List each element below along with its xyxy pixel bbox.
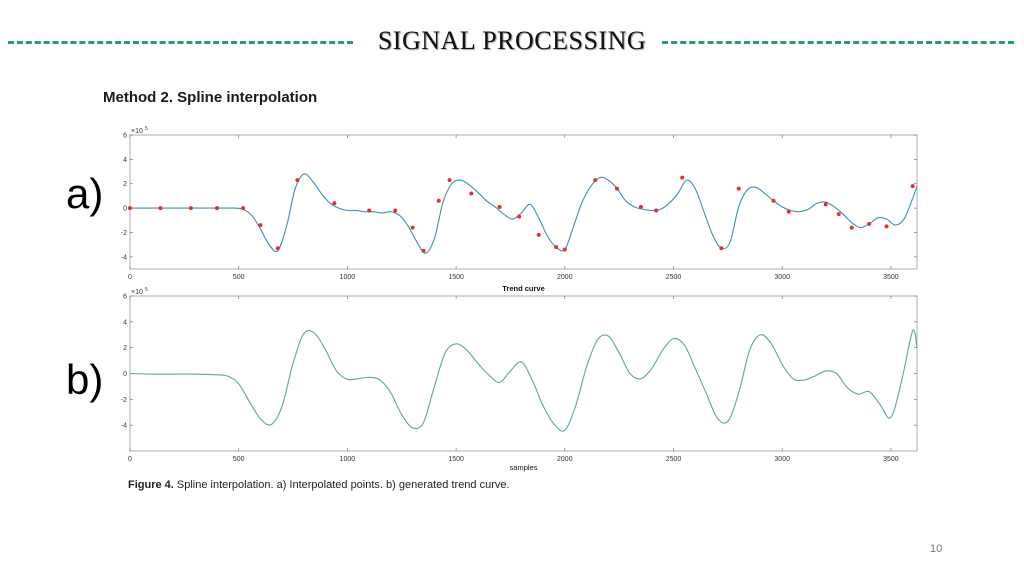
signal-line xyxy=(130,173,918,254)
interpolated-point xyxy=(536,232,541,237)
trend-curve-line xyxy=(129,329,918,432)
y-tick-label: 0 xyxy=(123,371,127,378)
interpolated-point xyxy=(849,225,854,230)
y-tick-label: -4 xyxy=(121,254,127,261)
interpolated-point xyxy=(517,214,522,219)
caption-label: Figure 4. xyxy=(128,479,174,491)
interpolated-point xyxy=(771,198,776,203)
interpolated-point xyxy=(410,225,415,230)
interpolated-point xyxy=(128,206,132,211)
y-tick-label: -2 xyxy=(121,230,127,237)
x-tick-label: 1000 xyxy=(340,456,356,463)
interpolated-point xyxy=(736,186,741,191)
interpolated-point xyxy=(910,184,915,189)
y-tick-label: 4 xyxy=(123,157,127,164)
x-tick-label: 3000 xyxy=(774,456,790,463)
chart-b-trend-curve: 0 500 1000 1500 2000 2500 3000 3500 -4 -2 0 2 4 6 ×10 5… xyxy=(121,287,918,472)
y-tick-label: -2 xyxy=(121,397,127,404)
x-tick-label: 2500 xyxy=(666,274,682,281)
y-tick-label: 0 xyxy=(123,206,127,213)
y-exponent-power: 5 xyxy=(145,126,148,132)
x-axis-label: samples xyxy=(510,463,538,472)
page-number: 10 xyxy=(930,543,943,555)
interpolated-point xyxy=(614,186,619,191)
interpolated-point xyxy=(367,208,372,213)
x-tick-label: 2000 xyxy=(557,274,573,281)
y-tick-label: 4 xyxy=(123,319,127,326)
method-subtitle: Method 2. Spline interpolation xyxy=(103,89,318,106)
y-tick-label: -4 xyxy=(121,423,127,430)
interpolated-point xyxy=(421,248,426,253)
x-tick-label: 1500 xyxy=(448,274,464,281)
interpolated-point xyxy=(654,208,659,213)
caption-text: Spline interpolation. a) Interpolated po… xyxy=(173,479,510,491)
interpolated-point xyxy=(554,245,559,250)
title-dash-left xyxy=(8,41,353,44)
interpolated-point xyxy=(867,221,872,226)
interpolated-point xyxy=(638,204,643,209)
x-tick-label: 0 xyxy=(128,274,132,281)
interpolated-point xyxy=(332,201,337,206)
x-tick-label: 500 xyxy=(233,274,245,281)
x-tick-label: 3500 xyxy=(883,456,899,463)
y-tick-label: 6 xyxy=(123,133,127,140)
y-exponent-power: 5 xyxy=(145,287,148,293)
interpolated-point xyxy=(823,202,828,207)
interpolated-point xyxy=(719,246,724,251)
x-tick-label: 1500 xyxy=(448,456,464,463)
interpolated-point xyxy=(158,206,163,211)
interpolated-point xyxy=(214,206,219,211)
interpolated-point xyxy=(188,206,193,211)
interpolated-point xyxy=(258,223,263,228)
interpolated-point xyxy=(393,208,398,213)
y-tick-label: 6 xyxy=(123,294,127,301)
interpolated-point xyxy=(497,204,502,209)
x-tick-label: 2500 xyxy=(666,456,682,463)
x-tick-label: 3500 xyxy=(883,274,899,281)
y-exponent-label: ×10 xyxy=(131,289,143,296)
x-tick-label: 1000 xyxy=(340,274,356,281)
interpolated-point xyxy=(295,178,300,183)
interpolated-point xyxy=(436,198,441,203)
x-axis-label: Trend curve xyxy=(502,284,545,293)
interpolated-point xyxy=(562,247,567,252)
interpolated-point xyxy=(447,178,452,183)
panel-label-b: b) xyxy=(66,356,104,403)
interpolated-point xyxy=(836,212,841,217)
slide-title: SIGNAL PROCESSING xyxy=(377,26,647,55)
figure-caption: Figure 4. Spline interpolation. a) Inter… xyxy=(128,479,510,491)
panel-label-a: a) xyxy=(66,170,104,217)
x-tick-label: 2000 xyxy=(557,456,573,463)
y-exponent-label: ×10 xyxy=(131,128,143,135)
interpolated-point xyxy=(786,209,791,214)
y-tick-label: 2 xyxy=(123,181,127,188)
plot-frame xyxy=(129,134,918,270)
interpolated-point xyxy=(469,191,474,196)
x-tick-label: 3000 xyxy=(774,274,790,281)
interpolated-point xyxy=(241,206,246,211)
y-tick-label: 2 xyxy=(123,345,127,352)
interpolated-point xyxy=(884,224,889,229)
x-tick-label: 500 xyxy=(233,456,245,463)
interpolated-point xyxy=(275,246,280,251)
interpolated-point xyxy=(593,178,598,183)
x-tick-label: 0 xyxy=(128,456,132,463)
title-dash-right xyxy=(662,41,1014,44)
plot-frame xyxy=(129,295,918,452)
interpolated-point xyxy=(680,175,685,180)
